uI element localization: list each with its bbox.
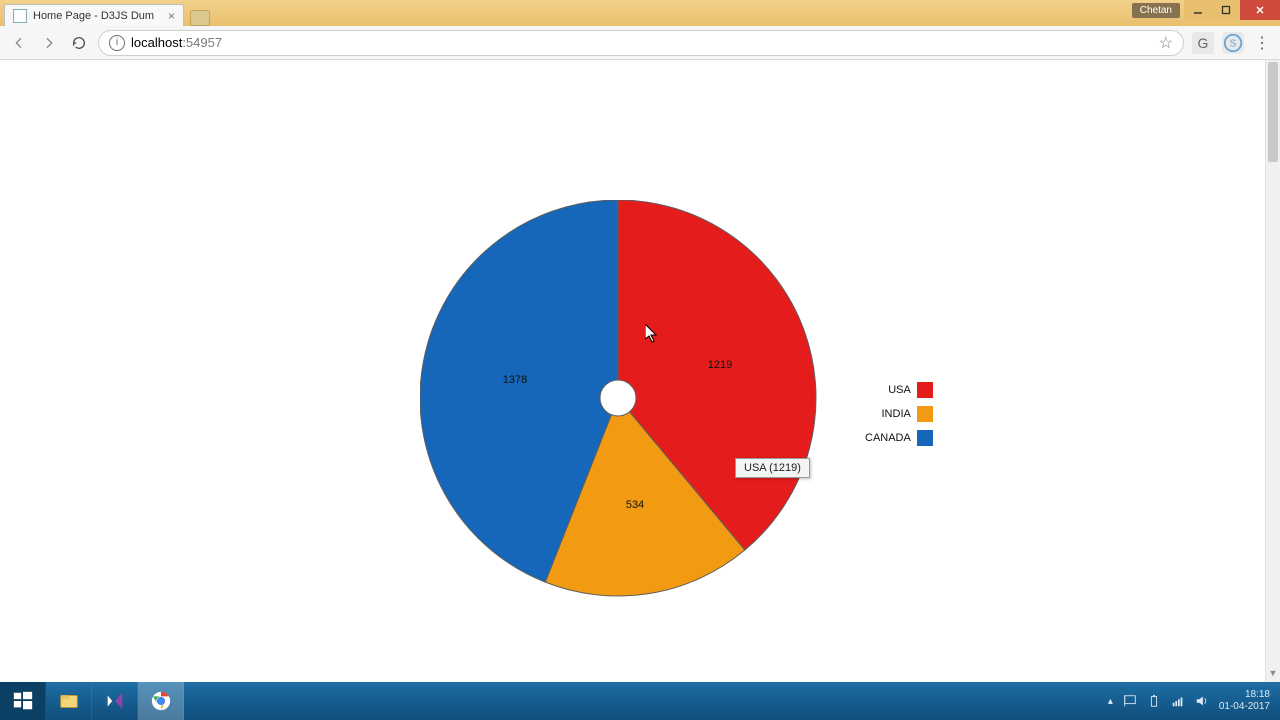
tray-date: 01-04-2017	[1219, 701, 1270, 713]
slice-label-canada: 1378	[503, 374, 527, 386]
chart-legend: USA INDIA CANADA	[865, 378, 933, 450]
tray-time: 18:18	[1219, 689, 1270, 701]
bookmark-star-icon[interactable]: ☆	[1159, 33, 1173, 53]
extension-g-icon[interactable]: G	[1192, 32, 1214, 54]
window-maximize-button[interactable]	[1212, 0, 1240, 20]
taskbar-visualstudio-icon[interactable]	[92, 682, 138, 720]
chart-tooltip: USA (1219)	[735, 458, 810, 478]
legend-label: USA	[888, 384, 911, 396]
taskbar-chrome-icon[interactable]	[138, 682, 184, 720]
tray-battery-icon[interactable]	[1147, 694, 1161, 708]
scroll-down-icon[interactable]: ▼	[1266, 668, 1280, 682]
window-titlebar: Home Page - D3JS Dum × Chetan	[0, 0, 1280, 26]
tab-close-icon[interactable]: ×	[168, 9, 175, 23]
slice-label-usa: 1219	[708, 359, 732, 371]
legend-swatch	[917, 382, 933, 398]
tab-title: Home Page - D3JS Dum	[33, 10, 154, 22]
system-tray[interactable]: ▴ 18:18 01-04-2017	[1098, 682, 1280, 720]
forward-button[interactable]	[38, 32, 60, 54]
tray-clock[interactable]: 18:18 01-04-2017	[1219, 689, 1270, 713]
url-host: localhost	[131, 35, 182, 50]
legend-label: INDIA	[882, 408, 911, 420]
legend-item-usa[interactable]: USA	[865, 378, 933, 402]
tray-volume-icon[interactable]	[1195, 694, 1209, 708]
tray-up-icon[interactable]: ▴	[1108, 696, 1113, 707]
url-port: :54957	[182, 35, 222, 50]
tray-flag-icon[interactable]	[1123, 694, 1137, 708]
legend-swatch	[917, 406, 933, 422]
browser-tab[interactable]: Home Page - D3JS Dum ×	[4, 4, 184, 26]
window-minimize-button[interactable]	[1184, 0, 1212, 20]
taskbar: ▴ 18:18 01-04-2017	[0, 682, 1280, 720]
scroll-thumb[interactable]	[1268, 62, 1278, 162]
slice-label-india: 534	[626, 499, 644, 511]
pie-hole	[600, 380, 636, 416]
site-info-icon[interactable]: i	[109, 35, 125, 51]
legend-label: CANADA	[865, 432, 911, 444]
legend-item-canada[interactable]: CANADA	[865, 426, 933, 450]
window-close-button[interactable]	[1240, 0, 1280, 20]
legend-item-india[interactable]: INDIA	[865, 402, 933, 426]
vertical-scrollbar[interactable]: ▲ ▼	[1265, 60, 1280, 682]
page-viewport: 1219 534 1378 USA INDIA CANADA USA (1219) ▲ …	[0, 60, 1280, 682]
taskbar-explorer-icon[interactable]	[46, 682, 92, 720]
tab-favicon	[13, 9, 27, 23]
legend-swatch	[917, 430, 933, 446]
browser-toolbar: i localhost :54957 ☆ G S ⋮	[0, 26, 1280, 60]
extension-skype-icon[interactable]: S	[1222, 32, 1244, 54]
back-button[interactable]	[8, 32, 30, 54]
address-bar[interactable]: i localhost :54957 ☆	[98, 30, 1184, 56]
tray-network-icon[interactable]	[1171, 694, 1185, 708]
pie-chart: 1219 534 1378	[420, 200, 920, 660]
browser-menu-button[interactable]: ⋮	[1252, 33, 1272, 53]
svg-text:S: S	[1230, 38, 1237, 49]
new-tab-button[interactable]	[190, 10, 210, 26]
tab-strip: Home Page - D3JS Dum ×	[0, 0, 210, 26]
reload-button[interactable]	[68, 32, 90, 54]
profile-chip[interactable]: Chetan	[1132, 3, 1180, 18]
start-button[interactable]	[0, 682, 46, 720]
